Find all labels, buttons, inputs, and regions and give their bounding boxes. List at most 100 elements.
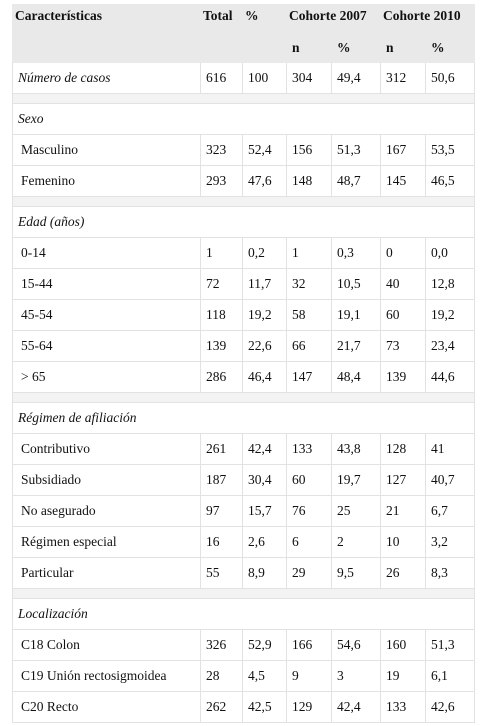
cell: 15,7 [242,495,287,527]
cell: 261 [200,433,243,465]
section-row: Régimen de afiliación [12,402,475,434]
cell: 30,4 [242,464,287,496]
cell: 0,0 [425,237,475,269]
cell: 55 [200,557,243,589]
cell: 26 [380,557,426,589]
cell: 148 [286,165,332,197]
table-row: 45-54 118 19,2 58 19,1 60 19,2 [12,299,475,331]
table-row: 55-64 139 22,6 66 21,7 73 23,4 [12,330,475,362]
cell: 73 [380,330,426,362]
cell: 51,3 [425,629,475,661]
table-row: Femenino 293 47,6 148 48,7 145 46,5 [12,165,475,197]
row-label: Subsidiado [12,464,201,496]
table-row: Régimen especial 16 2,6 6 2 10 3,2 [12,526,475,558]
row-label: Femenino [12,165,201,197]
cell: 293 [200,165,243,197]
cell: 145 [380,165,426,197]
cell: 133 [286,433,332,465]
cell: 60 [380,299,426,331]
cell: 51,3 [331,134,381,166]
table-row: Masculino 323 52,4 156 51,3 167 53,5 [12,134,475,166]
cell: 25 [331,495,381,527]
cell: 128 [380,433,426,465]
header-cell: Cohorte 2007 [286,4,381,34]
cell: 0 [380,237,426,269]
cell: 11,7 [242,268,287,300]
spacer-cell [12,392,475,403]
cell: 42,4 [331,691,381,723]
cell: 8,9 [242,557,287,589]
table-body: Número de casos 616 100 304 49,4 312 50,6 Sexo M… [12,62,475,723]
cell: 129 [286,691,332,723]
subheader-cell: n [286,33,332,63]
cell: 48,4 [331,361,381,393]
section-row: Sexo [12,103,475,135]
cell: 28 [200,660,243,692]
cell: 6 [286,526,332,558]
section-row: Localización [12,598,475,630]
table-row: C19 Unión rectosigmoidea 28 4,5 9 3 19 6,1 [12,660,475,692]
cell: 19,2 [242,299,287,331]
cell: 49,4 [331,62,381,94]
cell: 8,3 [425,557,475,589]
cell: 326 [200,629,243,661]
table-row: C18 Colon 326 52,9 166 54,6 160 51,3 [12,629,475,661]
cell: 19,2 [425,299,475,331]
spacer-row [12,392,475,403]
cell: 76 [286,495,332,527]
cell: 43,8 [331,433,381,465]
cell: 29 [286,557,332,589]
cell: 187 [200,464,243,496]
row-label: Contributivo [12,433,201,465]
data-table: Características Total % Cohorte 2007 Coh… [12,4,475,723]
cell: 53,5 [425,134,475,166]
cell: 156 [286,134,332,166]
cell: 100 [242,62,287,94]
section-title: Sexo [12,103,475,135]
cell: 10,5 [331,268,381,300]
subheader-cell: % [425,33,475,63]
cell: 3 [331,660,381,692]
row-label: C19 Unión rectosigmoidea [12,660,201,692]
header-cell: Cohorte 2010 [380,4,475,34]
cell: 42,6 [425,691,475,723]
table-row: No asegurado 97 15,7 76 25 21 6,7 [12,495,475,527]
cell: 16 [200,526,243,558]
cell: 6,1 [425,660,475,692]
subheader-row: n % n % [13,33,475,63]
cell: 19,7 [331,464,381,496]
table-row: Particular 55 8,9 29 9,5 26 8,3 [12,557,475,589]
spacer-cell [12,196,475,207]
cell: 42,5 [242,691,287,723]
cell: 97 [200,495,243,527]
cell: 304 [286,62,332,94]
row-label: Régimen especial [12,526,201,558]
cell: 286 [200,361,243,393]
row-label: C20 Recto [12,691,201,723]
cell: 32 [286,268,332,300]
cell: 58 [286,299,332,331]
cell: 118 [200,299,243,331]
cell: 60 [286,464,332,496]
section-title: Localización [12,598,475,630]
cell: 54,6 [331,629,381,661]
header-cell: Características [12,4,201,63]
cell: 160 [380,629,426,661]
cell: 3,2 [425,526,475,558]
cell: 323 [200,134,243,166]
row-label: C18 Colon [12,629,201,661]
cell: 19,1 [331,299,381,331]
row-label: Número de casos [12,62,201,94]
cell: 40 [380,268,426,300]
cell: 0,3 [331,237,381,269]
cell: 12,8 [425,268,475,300]
header-row: Características Total % Cohorte 2007 Coh… [12,4,475,63]
cell: 9 [286,660,332,692]
cell: 616 [200,62,243,94]
spacer-cell [12,588,475,599]
cell: 167 [380,134,426,166]
cell: 47,6 [242,165,287,197]
cell: 262 [200,691,243,723]
cell: 0,2 [242,237,287,269]
row-label: 45-54 [12,299,201,331]
